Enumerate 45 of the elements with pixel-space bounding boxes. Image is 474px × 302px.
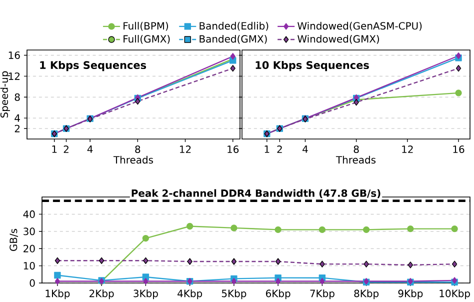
x-tick-label: 16 — [453, 145, 464, 154]
x-axis-title: Threads — [113, 156, 154, 164]
y-tick-label: 12 — [8, 72, 20, 80]
y-axis-title: Speed-up — [0, 71, 10, 118]
x-tick-label: 12 — [180, 145, 191, 153]
x-tick-label: 7Kbp — [310, 290, 334, 300]
legend-label: Full(BPM) — [124, 22, 168, 31]
x-tick-label: 9Kbp — [398, 290, 423, 300]
x-tick-label: 10Kbp — [440, 290, 470, 300]
y-tick-label: 40 — [23, 210, 35, 218]
legend-label: Windowed(GMX) — [298, 34, 379, 44]
y-tick-label: 0 — [30, 279, 35, 287]
x-tick-label: 2 — [277, 145, 282, 153]
x-tick-label: 1 — [52, 146, 57, 153]
x-tick-label: 1Kbp — [46, 290, 70, 300]
x-tick-label: 4 — [302, 146, 308, 153]
y-tick-label: 8 — [14, 93, 20, 101]
legend-label: Banded(GMX) — [200, 34, 267, 44]
text: 10 Kbps Sequences — [256, 60, 369, 72]
x-tick-label: 2 — [64, 145, 68, 153]
x-tick-label: 1 — [264, 146, 270, 153]
y-tick-label: 2 — [14, 124, 20, 132]
legend-label: Full(GMX) — [124, 34, 170, 44]
legend-label: Banded(Edlib) — [200, 22, 268, 31]
x-tick-label: 8 — [135, 145, 140, 154]
x-tick-label: 12 — [402, 145, 413, 153]
x-tick-label: 3Kbp — [134, 290, 158, 300]
x-axis-title: Threads — [336, 156, 376, 164]
y-tick-label: 10 — [24, 262, 35, 270]
y-tick-label: 20 — [24, 244, 35, 252]
x-tick-label: 4Kbp — [178, 290, 202, 300]
x-tick-label: 8Kbp — [354, 290, 379, 300]
text: 1 Kbps Sequences — [40, 60, 146, 72]
y-tick-label: 4 — [14, 114, 20, 122]
x-tick-label: 5Kbp — [222, 290, 246, 300]
x-tick-label: 2Kbp — [90, 290, 114, 300]
y-axis-title: GB/s — [10, 228, 18, 251]
ref-line-label: Peak 2-channel DDR4 Bandwidth (47.8 GB/s) — [132, 189, 380, 198]
x-tick-label: 4 — [87, 146, 93, 153]
x-tick-label: 6Kbp — [266, 290, 290, 300]
x-tick-label: 8 — [354, 145, 359, 154]
legend-label: Windowed(GenASM-CPU) — [298, 22, 422, 31]
y-tick-label: 16 — [8, 51, 20, 59]
y-tick-label: 30 — [24, 228, 35, 236]
x-tick-label: 16 — [228, 145, 239, 154]
